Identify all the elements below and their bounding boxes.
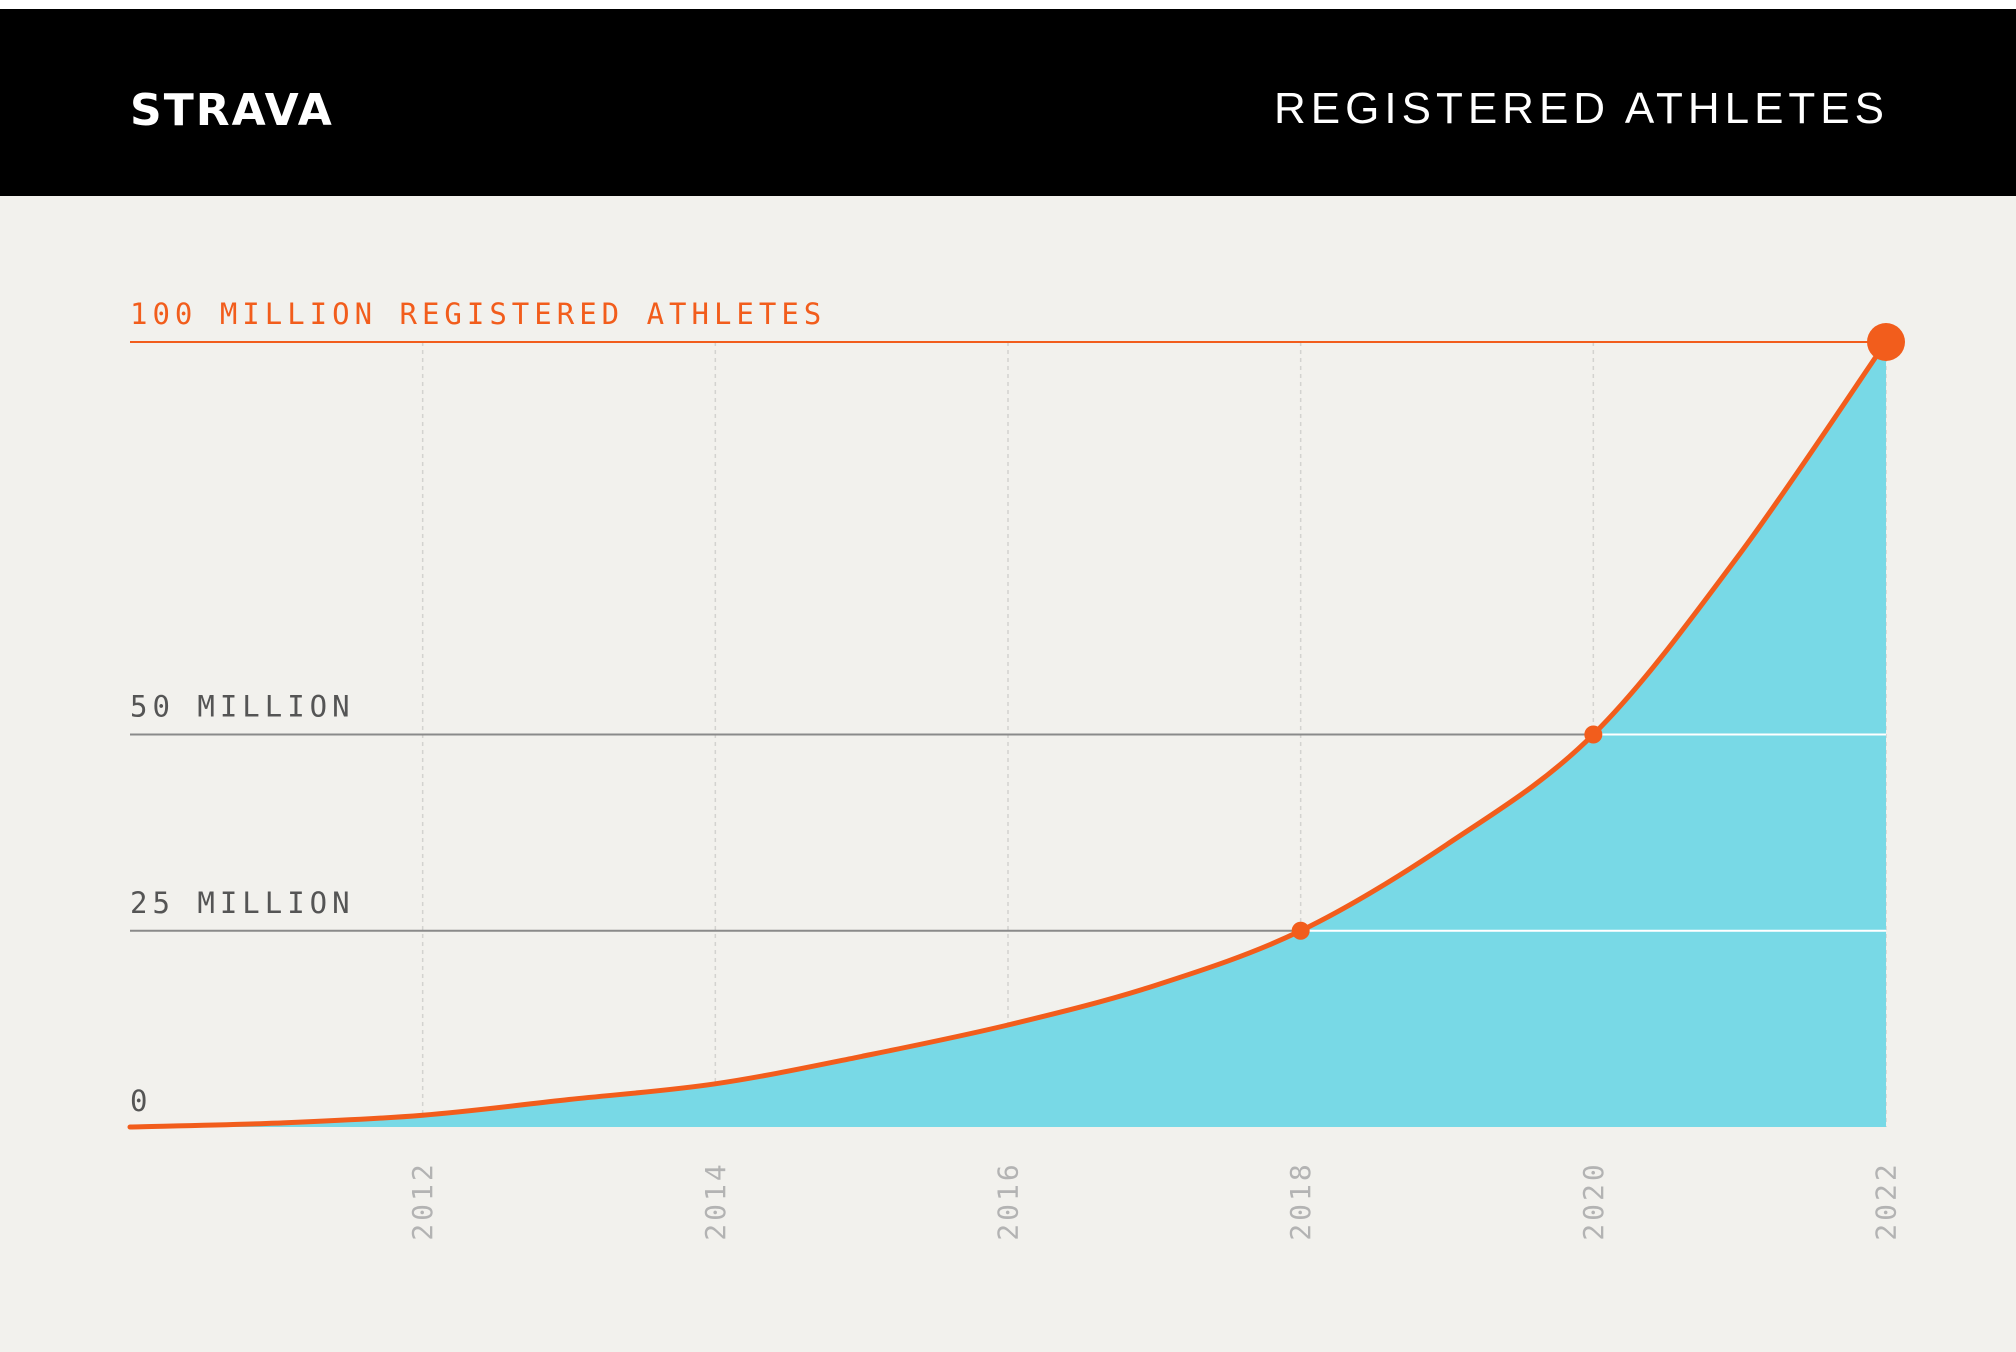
x-tick-label-2022: 2022 bbox=[1870, 1161, 1903, 1240]
x-tick-label-2018: 2018 bbox=[1284, 1161, 1317, 1240]
x-tick-label-2016: 2016 bbox=[992, 1161, 1025, 1240]
header-bar: STRAVA REGISTERED ATHLETES bbox=[0, 9, 2016, 196]
data-marker-2018 bbox=[1291, 921, 1310, 940]
x-tick-label-2020: 2020 bbox=[1577, 1161, 1610, 1240]
reference-label-25m: 25 MILLION bbox=[130, 886, 355, 920]
reference-label-100m: 100 MILLION REGISTERED ATHLETES bbox=[130, 297, 826, 331]
chart-area: 100 MILLION REGISTERED ATHLETES 50 MILLIO… bbox=[0, 196, 2016, 1352]
strava-logo: STRAVA bbox=[130, 85, 334, 136]
x-tick-label-2014: 2014 bbox=[699, 1161, 732, 1240]
reference-label-zero: 0 bbox=[130, 1084, 152, 1118]
data-marker-2020 bbox=[1584, 725, 1603, 744]
registered-athletes-chart: 100 MILLION REGISTERED ATHLETES 50 MILLIO… bbox=[127, 297, 1905, 1241]
data-marker-2022 bbox=[1867, 323, 1905, 361]
x-tick-label-2012: 2012 bbox=[406, 1161, 439, 1240]
header-title: REGISTERED ATHLETES bbox=[1274, 84, 1889, 133]
series-line bbox=[127, 339, 1889, 1130]
reference-label-50m: 50 MILLION bbox=[130, 690, 355, 724]
